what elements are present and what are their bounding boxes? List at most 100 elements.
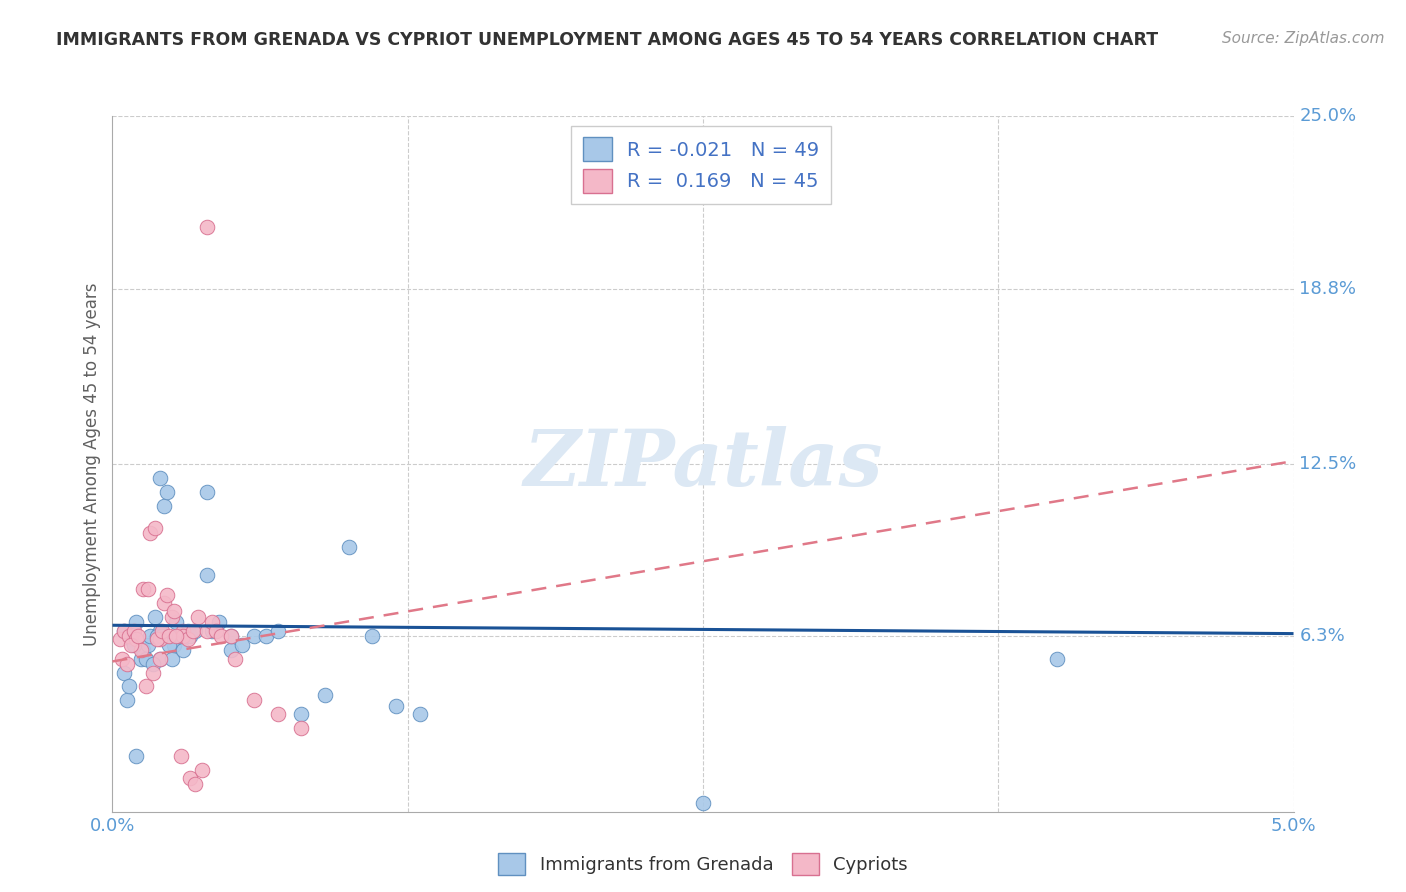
Text: 18.8%: 18.8%: [1299, 279, 1357, 298]
Point: [156, 588, 179, 602]
Legend: Immigrants from Grenada, Cypriots: Immigrants from Grenada, Cypriots: [491, 847, 915, 883]
Point: [150, 629, 173, 643]
Text: IMMIGRANTS FROM GRENADA VS CYPRIOT UNEMPLOYMENT AMONG AGES 45 TO 54 YEARS CORREL: IMMIGRANTS FROM GRENADA VS CYPRIOT UNEMP…: [56, 31, 1159, 49]
Point: [385, 698, 408, 713]
Point: [139, 629, 162, 643]
Point: [122, 624, 145, 638]
Point: [125, 749, 148, 764]
Point: [179, 629, 201, 643]
Point: [243, 693, 266, 707]
Point: [1046, 651, 1069, 665]
Point: [115, 693, 138, 707]
Point: [209, 629, 232, 643]
Point: [243, 629, 266, 643]
Point: [112, 624, 135, 638]
Point: [191, 763, 214, 777]
Point: [136, 582, 159, 596]
Point: [177, 624, 200, 638]
Point: [231, 638, 253, 652]
Point: [219, 629, 242, 643]
Point: [361, 629, 384, 643]
Point: [135, 680, 157, 694]
Text: 25.0%: 25.0%: [1299, 107, 1357, 125]
Point: [165, 629, 187, 643]
Point: [224, 651, 246, 665]
Point: [172, 629, 194, 643]
Point: [142, 657, 165, 672]
Text: 6.3%: 6.3%: [1299, 627, 1346, 646]
Point: [149, 651, 172, 665]
Point: [408, 707, 430, 722]
Point: [160, 610, 183, 624]
Point: [118, 629, 141, 643]
Point: [127, 629, 149, 643]
Point: [157, 629, 180, 643]
Point: [177, 632, 200, 647]
Point: [136, 638, 159, 652]
Point: [195, 624, 218, 638]
Point: [149, 632, 172, 647]
Point: [135, 651, 157, 665]
Text: 12.5%: 12.5%: [1299, 455, 1357, 473]
Point: [108, 632, 131, 647]
Point: [115, 657, 138, 672]
Y-axis label: Unemployment Among Ages 45 to 54 years: Unemployment Among Ages 45 to 54 years: [83, 282, 101, 646]
Point: [132, 643, 155, 657]
Point: [184, 624, 207, 638]
Point: [195, 220, 218, 235]
Point: [129, 651, 152, 665]
Point: [267, 624, 290, 638]
Point: [149, 624, 172, 638]
Point: [165, 615, 187, 630]
Point: [195, 568, 218, 582]
Point: [219, 643, 242, 657]
Point: [143, 521, 166, 535]
Point: [267, 707, 290, 722]
Point: [118, 680, 141, 694]
Point: [167, 629, 190, 643]
Point: [290, 707, 312, 722]
Point: [179, 772, 201, 786]
Point: [143, 610, 166, 624]
Point: [150, 624, 173, 638]
Text: ZIPatlas: ZIPatlas: [523, 425, 883, 502]
Point: [129, 643, 152, 657]
Point: [219, 629, 242, 643]
Point: [254, 629, 277, 643]
Point: [184, 777, 207, 791]
Point: [125, 615, 148, 630]
Point: [160, 651, 183, 665]
Point: [153, 499, 176, 513]
Point: [290, 721, 312, 735]
Point: [122, 638, 145, 652]
Point: [205, 624, 228, 638]
Point: [142, 665, 165, 680]
Point: [314, 688, 336, 702]
Point: [172, 624, 194, 638]
Point: [149, 471, 172, 485]
Point: [120, 638, 142, 652]
Point: [181, 624, 204, 638]
Point: [139, 526, 162, 541]
Point: [132, 582, 155, 596]
Point: [186, 610, 208, 624]
Point: [125, 632, 148, 647]
Point: [337, 541, 360, 555]
Point: [163, 604, 186, 618]
Point: [112, 665, 135, 680]
Point: [153, 596, 176, 610]
Point: [149, 651, 172, 665]
Point: [201, 615, 224, 630]
Point: [208, 615, 231, 630]
Point: [195, 484, 218, 499]
Point: [170, 749, 193, 764]
Point: [201, 624, 224, 638]
Point: [172, 643, 194, 657]
Point: [111, 651, 134, 665]
Point: [692, 797, 714, 811]
Point: [120, 632, 142, 647]
Point: [163, 638, 186, 652]
Point: [146, 629, 169, 643]
Point: [172, 629, 194, 643]
Point: [156, 484, 179, 499]
